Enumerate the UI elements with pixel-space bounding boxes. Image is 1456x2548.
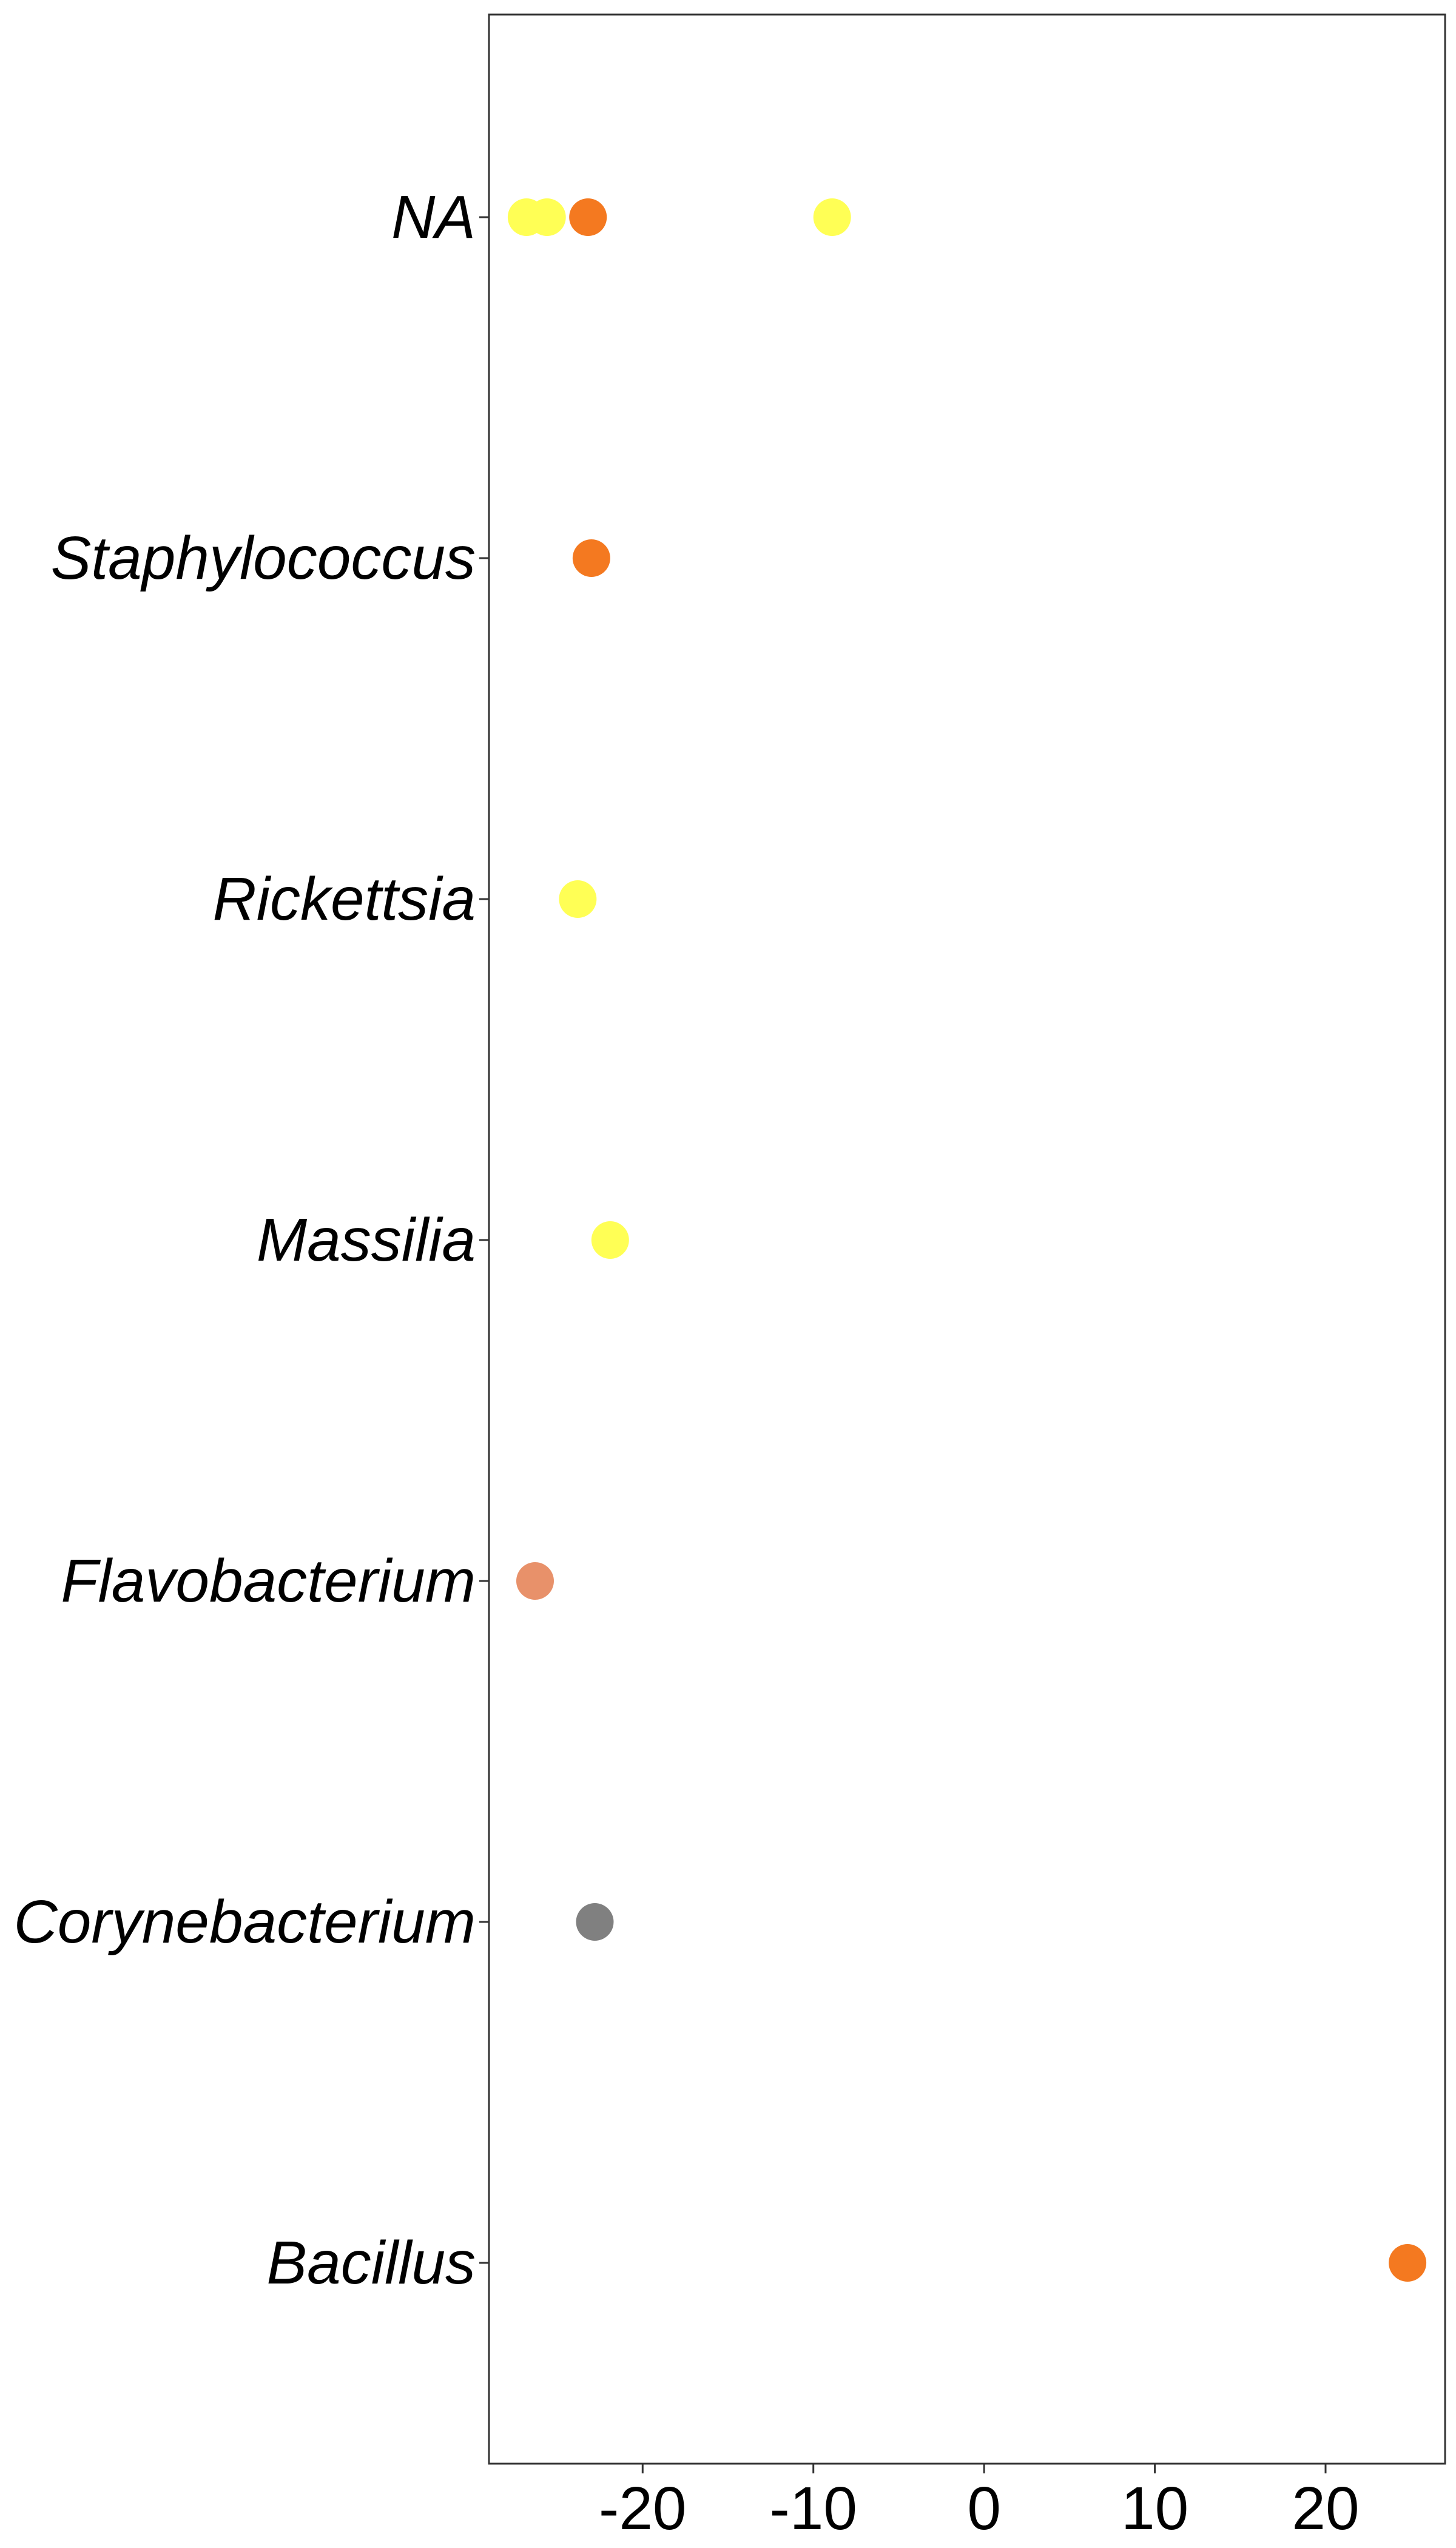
y-tick-label: Bacillus — [266, 2229, 476, 2297]
x-tick-label: -20 — [599, 2475, 687, 2543]
y-tick-label: Flavobacterium — [61, 1547, 476, 1615]
data-point — [576, 1903, 614, 1941]
y-tick-label: Corynebacterium — [14, 1888, 476, 1956]
data-point — [813, 198, 851, 236]
data-point — [1389, 2244, 1427, 2282]
data-point — [516, 1562, 554, 1600]
data-point — [559, 880, 597, 918]
y-tick-label: Massilia — [257, 1206, 476, 1274]
y-tick-label: NA — [391, 183, 476, 251]
x-tick-label: 0 — [967, 2475, 1001, 2543]
x-tick-label: 20 — [1292, 2475, 1359, 2543]
y-tick-label: Rickettsia — [213, 865, 476, 933]
plot-panel — [488, 13, 1446, 2465]
data-point — [569, 198, 607, 236]
y-axis: NA Staphylococcus Rickettsia Massilia Flavob… — [14, 183, 489, 2297]
y-tick-label: Staphylococcus — [51, 524, 476, 592]
data-point — [591, 1221, 629, 1259]
x-tick-label: -10 — [769, 2475, 857, 2543]
data-point — [572, 539, 610, 577]
x-axis: -20 -10 0 10 20 — [599, 2464, 1360, 2543]
data-point — [528, 198, 566, 236]
x-tick-label: 10 — [1121, 2475, 1188, 2543]
points-layer — [507, 198, 1427, 2282]
